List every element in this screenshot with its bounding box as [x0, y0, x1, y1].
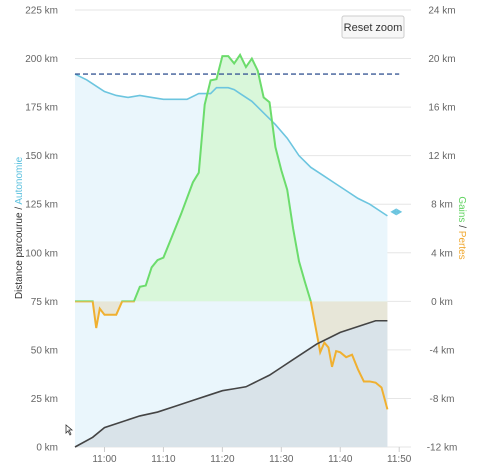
left-tick-label: 100 km [25, 248, 58, 259]
left-tick-label: 150 km [25, 151, 58, 162]
x-tick-label: 11:40 [328, 454, 353, 465]
right-tick-label: 0 km [431, 297, 453, 308]
x-axis-ticks: 11:00 11:10 11:20 11:30 11:40 11:50 [92, 447, 412, 465]
right-tick-label: -4 km [430, 345, 455, 356]
left-tick-label: 225 km [25, 6, 58, 17]
gain-line [75, 52, 312, 302]
left-tick-label: 50 km [31, 345, 58, 356]
axis-title-part: / [14, 205, 25, 213]
autonomy-line [74, 73, 388, 217]
left-axis-ticks: 0 km 25 km 50 km 75 km 100 km 125 km 150 km 175… [25, 6, 58, 454]
loss-line [75, 301, 389, 410]
left-tick-label: 0 km [36, 443, 58, 454]
axis-title-part: Autonomie [14, 156, 25, 204]
x-tick-label: 11:00 [92, 454, 117, 465]
x-tick-label: 11:10 [151, 454, 176, 465]
left-tick-label: 200 km [25, 54, 58, 65]
axis-title-part: / [456, 222, 467, 230]
right-tick-label: 8 km [431, 200, 453, 211]
left-tick-label: 125 km [25, 200, 58, 211]
axis-title-part: Distance parcourue [14, 212, 25, 299]
right-tick-label: -8 km [430, 394, 455, 405]
left-tick-label: 25 km [31, 394, 58, 405]
right-tick-label: 20 km [428, 54, 455, 65]
gain-area [75, 54, 388, 302]
axis-title-part: Gains [456, 196, 467, 222]
cursor-pointer-icon [65, 424, 74, 436]
x-tick-label: 11:20 [210, 454, 235, 465]
chart-lines [74, 52, 400, 448]
axis-title-part: Pertes [456, 231, 467, 260]
x-tick-label: 11:50 [387, 454, 412, 465]
right-tick-label: -12 km [427, 443, 458, 454]
right-axis-title: Gains / Pertes [456, 196, 467, 259]
left-axis-title: Distance parcourue / Autonomie [14, 156, 25, 299]
end-markers [390, 208, 403, 216]
reset-zoom-button[interactable]: Reset zoom [341, 15, 405, 39]
x-tick-label: 11:30 [269, 454, 294, 465]
right-tick-label: 24 km [428, 6, 455, 17]
left-tick-label: 175 km [25, 103, 58, 114]
loss-area [92, 301, 388, 410]
left-tick-label: 75 km [31, 297, 58, 308]
right-tick-label: 12 km [428, 151, 455, 162]
distance-line [74, 319, 388, 448]
reset-zoom-label: Reset zoom [344, 22, 403, 34]
right-axis-ticks: -12 km -8 km -4 km 0 km 4 km 8 km 12 km 16 km 20… [427, 6, 458, 454]
right-tick-label: 16 km [428, 103, 455, 114]
right-tick-label: 4 km [431, 248, 453, 259]
chart-areas [75, 54, 388, 447]
distance-area [75, 320, 388, 447]
